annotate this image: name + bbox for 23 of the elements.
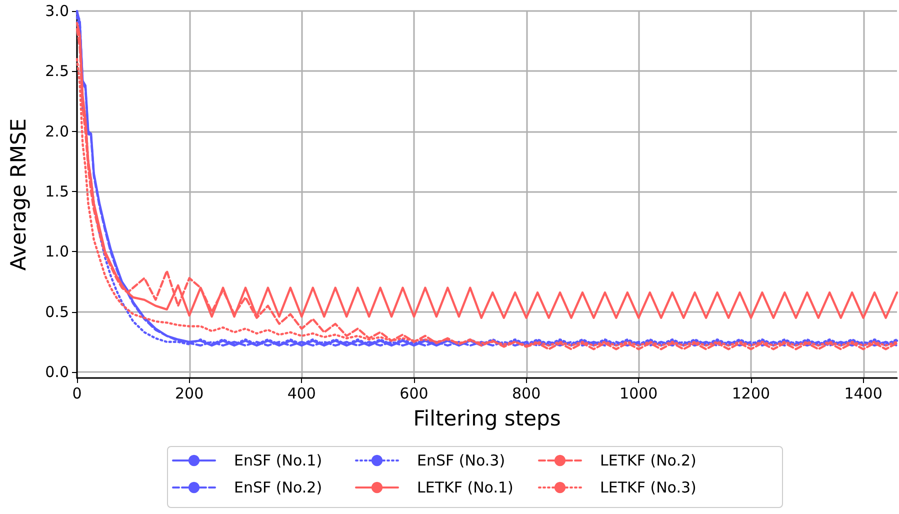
y-tick-label: 2.5 <box>45 62 69 80</box>
x-tick-label: 800 <box>512 384 541 402</box>
y-tick-label: 0.0 <box>45 362 69 381</box>
y-tick-label: 1.5 <box>45 182 69 200</box>
x-tick-label: 600 <box>400 384 428 402</box>
x-axis-title: Filtering steps <box>413 406 561 430</box>
x-tick-label: 0 <box>72 384 82 402</box>
legend-label: EnSF (No.2) <box>234 478 322 496</box>
y-axis-title: Average RMSE <box>6 118 30 271</box>
y-tick-label: 3.0 <box>45 2 69 20</box>
x-tick-label: 1000 <box>620 384 658 402</box>
legend-label: EnSF (No.3) <box>417 452 506 470</box>
legend-label: LETKF (No.1) <box>417 478 514 496</box>
y-tick-label: 2.0 <box>45 122 69 140</box>
y-tick-label: 1.0 <box>45 242 69 261</box>
legend-label: EnSF (No.1) <box>234 452 322 470</box>
legend-label: LETKF (No.2) <box>600 452 696 470</box>
x-tick-label: 1400 <box>844 384 882 402</box>
x-tick-label: 200 <box>175 384 204 402</box>
y-tick-label: 0.5 <box>45 302 69 321</box>
legend-label: LETKF (No.3) <box>600 478 696 496</box>
x-tick-label: 400 <box>287 384 316 402</box>
x-tick-label: 1200 <box>732 384 770 402</box>
